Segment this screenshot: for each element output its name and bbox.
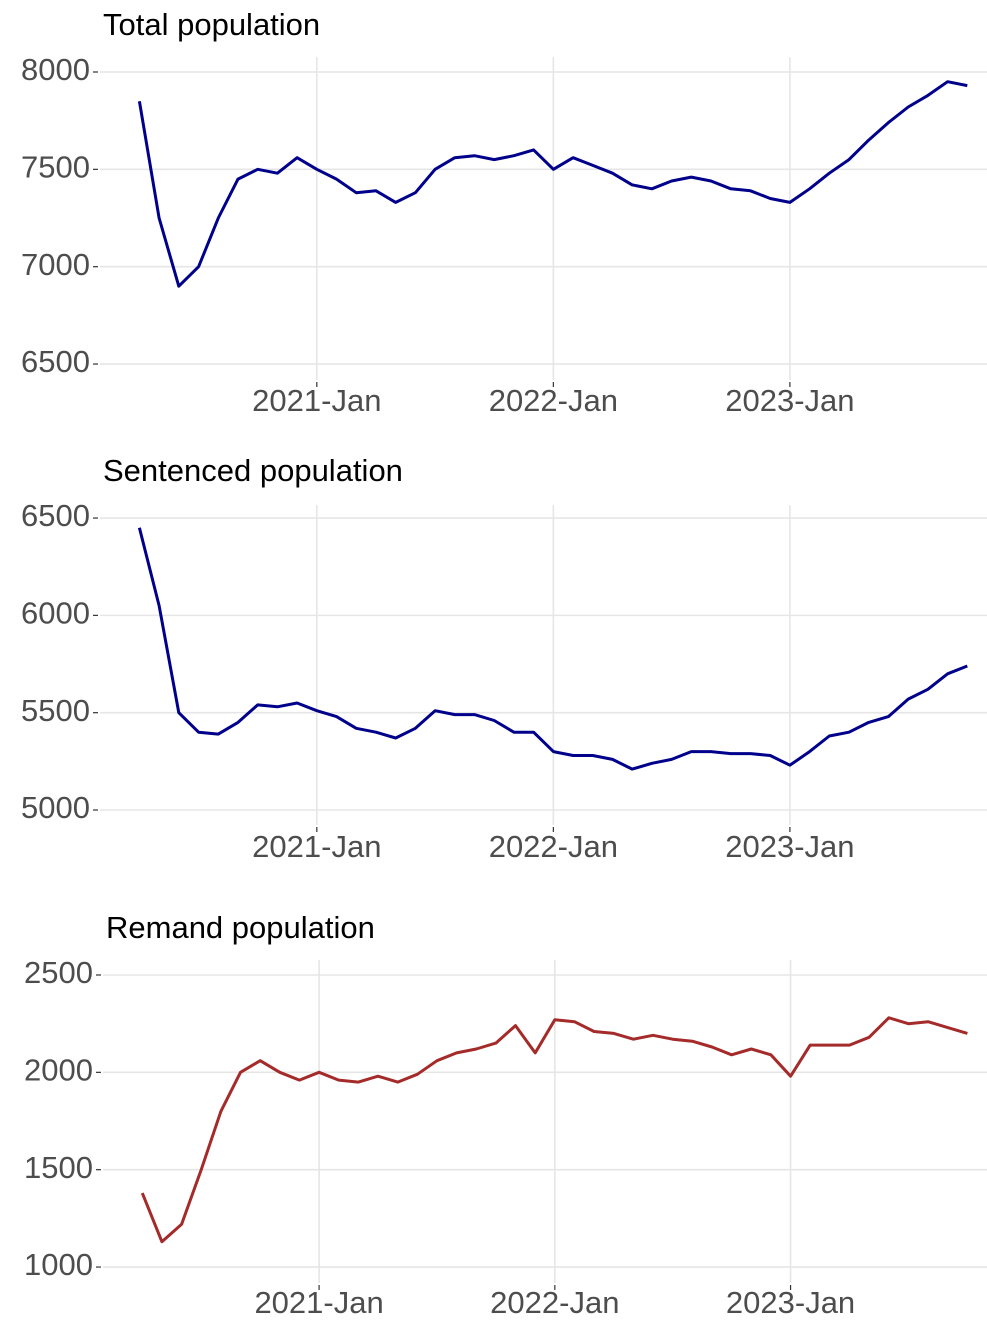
x-tick-label: 2022-Jan — [490, 1285, 619, 1320]
x-tick-label: 2023-Jan — [725, 829, 854, 864]
x-tick-label: 2022-Jan — [489, 383, 618, 418]
x-tick-label: 2021-Jan — [252, 383, 381, 418]
y-tick-label: 5000 — [21, 790, 90, 825]
y-tick-label: 2000 — [24, 1053, 93, 1088]
y-tick-label: 6500 — [21, 344, 90, 379]
data-line — [140, 1016, 968, 1244]
y-tick-label: 8000 — [21, 52, 90, 87]
y-tick-label: 5500 — [21, 693, 90, 728]
x-tick-label: 2021-Jan — [254, 1285, 383, 1320]
x-tick-label: 2023-Jan — [725, 383, 854, 418]
y-tick-label: 1500 — [24, 1150, 93, 1185]
x-tick-label: 2022-Jan — [489, 829, 618, 864]
y-tick-label: 6500 — [21, 498, 90, 533]
panel-title: Remand population — [106, 910, 375, 945]
y-tick-label: 6000 — [21, 596, 90, 631]
panel-title: Total population — [103, 7, 320, 42]
data-line — [137, 80, 968, 288]
panel-title: Sentenced population — [103, 453, 403, 488]
y-tick-label: 1000 — [24, 1247, 93, 1282]
data-line — [137, 527, 968, 771]
y-tick-label: 2500 — [24, 955, 93, 990]
x-tick-label: 2021-Jan — [252, 829, 381, 864]
x-tick-label: 2023-Jan — [726, 1285, 855, 1320]
y-tick-label: 7000 — [21, 247, 90, 282]
y-tick-label: 7500 — [21, 150, 90, 185]
